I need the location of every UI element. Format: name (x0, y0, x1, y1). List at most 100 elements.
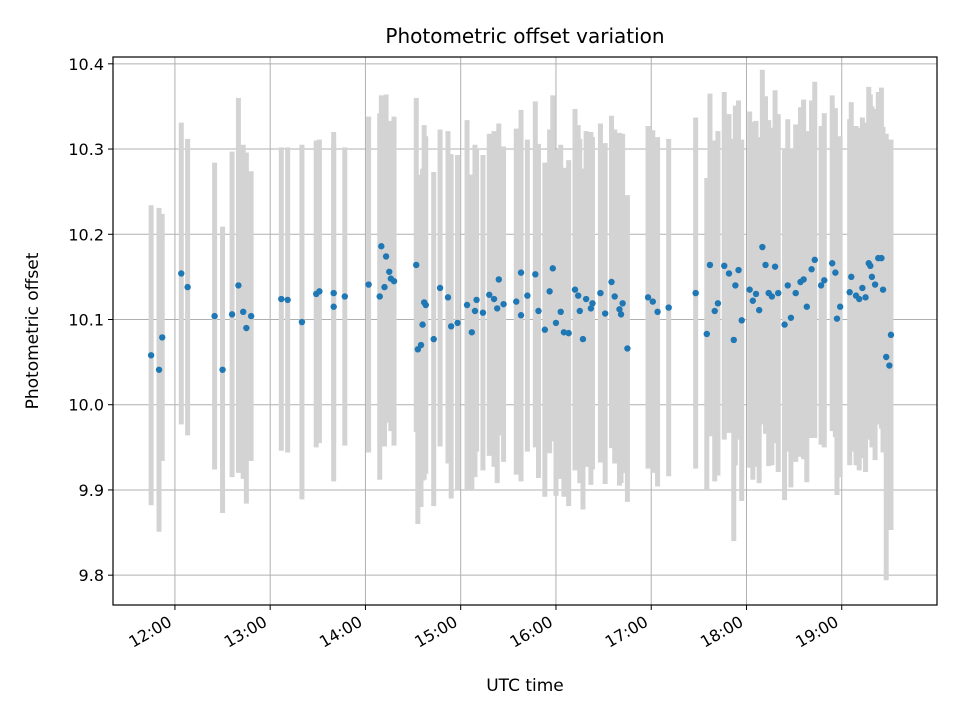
data-point (155, 366, 163, 373)
data-point (832, 269, 839, 276)
data-point (517, 312, 525, 319)
data-point (390, 277, 398, 285)
data-point (444, 294, 452, 301)
data-point (654, 308, 661, 316)
data-point (532, 271, 539, 278)
data-point (730, 336, 737, 344)
data-point (721, 262, 728, 270)
data-point (836, 303, 844, 310)
data-point (619, 300, 626, 307)
data-point (811, 256, 818, 264)
data-point (735, 266, 742, 274)
data-point (611, 293, 618, 300)
data-point (787, 314, 795, 321)
data-point (228, 311, 236, 318)
data-point (817, 282, 825, 289)
data-point (571, 286, 579, 293)
data-point (365, 281, 372, 288)
data-point (784, 282, 791, 289)
data-point (762, 261, 769, 269)
data-point (535, 307, 542, 315)
data-point (278, 295, 285, 303)
data-point (732, 282, 739, 289)
data-point (738, 317, 745, 324)
data-point (803, 303, 811, 310)
data-point (500, 300, 507, 308)
data-point (848, 273, 855, 281)
data-point (386, 268, 393, 275)
data-point (413, 261, 420, 269)
data-point (468, 329, 476, 336)
data-point (624, 345, 631, 352)
data-point (755, 306, 763, 314)
data-point (243, 324, 250, 332)
data-point (746, 286, 753, 293)
data-point (800, 276, 807, 283)
data-point (725, 270, 733, 277)
data-point (862, 294, 869, 301)
data-point (574, 292, 582, 299)
data-point (494, 305, 501, 312)
y-axis-title: Photometric offset (23, 252, 43, 409)
data-point (159, 334, 166, 341)
y-tick-label: 10.3 (68, 140, 104, 159)
data-point (759, 243, 766, 251)
data-point (589, 300, 596, 307)
data-point (771, 263, 779, 270)
data-point (419, 321, 426, 328)
data-point (524, 292, 531, 299)
data-point (749, 297, 757, 304)
data-point (871, 281, 879, 288)
plot-frame (112, 56, 938, 606)
data-point (879, 286, 887, 293)
data-point (341, 293, 348, 300)
data-point (714, 300, 722, 307)
data-point (298, 318, 306, 326)
data-point (711, 307, 718, 315)
data-point (184, 283, 191, 291)
data-point (768, 293, 776, 300)
data-point (541, 326, 549, 333)
data-point (239, 308, 247, 316)
data-point (644, 294, 652, 301)
y-tick-label: 10.4 (68, 55, 104, 74)
data-point (557, 308, 564, 316)
data-point (447, 323, 455, 330)
y-tick-label: 10.1 (68, 310, 104, 329)
data-point (517, 269, 525, 276)
y-tick-label: 9.9 (79, 481, 104, 500)
data-point (565, 329, 572, 337)
data-point (752, 290, 760, 298)
data-point (382, 253, 390, 260)
data-point (867, 262, 874, 270)
data-point (821, 277, 828, 284)
data-point (878, 254, 885, 262)
data-point (617, 311, 625, 318)
data-point (781, 321, 788, 328)
x-axis-title: UTC time (486, 676, 564, 696)
data-point (330, 303, 337, 310)
data-point (608, 278, 615, 286)
data-point (576, 307, 583, 315)
data-point (479, 309, 487, 316)
data-point (211, 312, 218, 320)
data-point (473, 296, 480, 304)
data-point (833, 315, 841, 322)
data-point (330, 289, 337, 297)
data-point (887, 331, 895, 339)
data-point (882, 353, 890, 361)
data-point (463, 301, 471, 309)
data-point (692, 289, 699, 297)
y-tick-label: 10.0 (68, 396, 104, 415)
data-point (775, 289, 782, 297)
data-point (597, 289, 604, 297)
data-point (868, 273, 876, 281)
data-point (829, 260, 836, 267)
data-point (856, 295, 863, 303)
data-point (486, 291, 493, 298)
data-point (422, 301, 429, 309)
y-tick-label: 10.2 (68, 225, 104, 244)
data-point (284, 296, 291, 304)
chart-title: Photometric offset variation (385, 24, 664, 48)
